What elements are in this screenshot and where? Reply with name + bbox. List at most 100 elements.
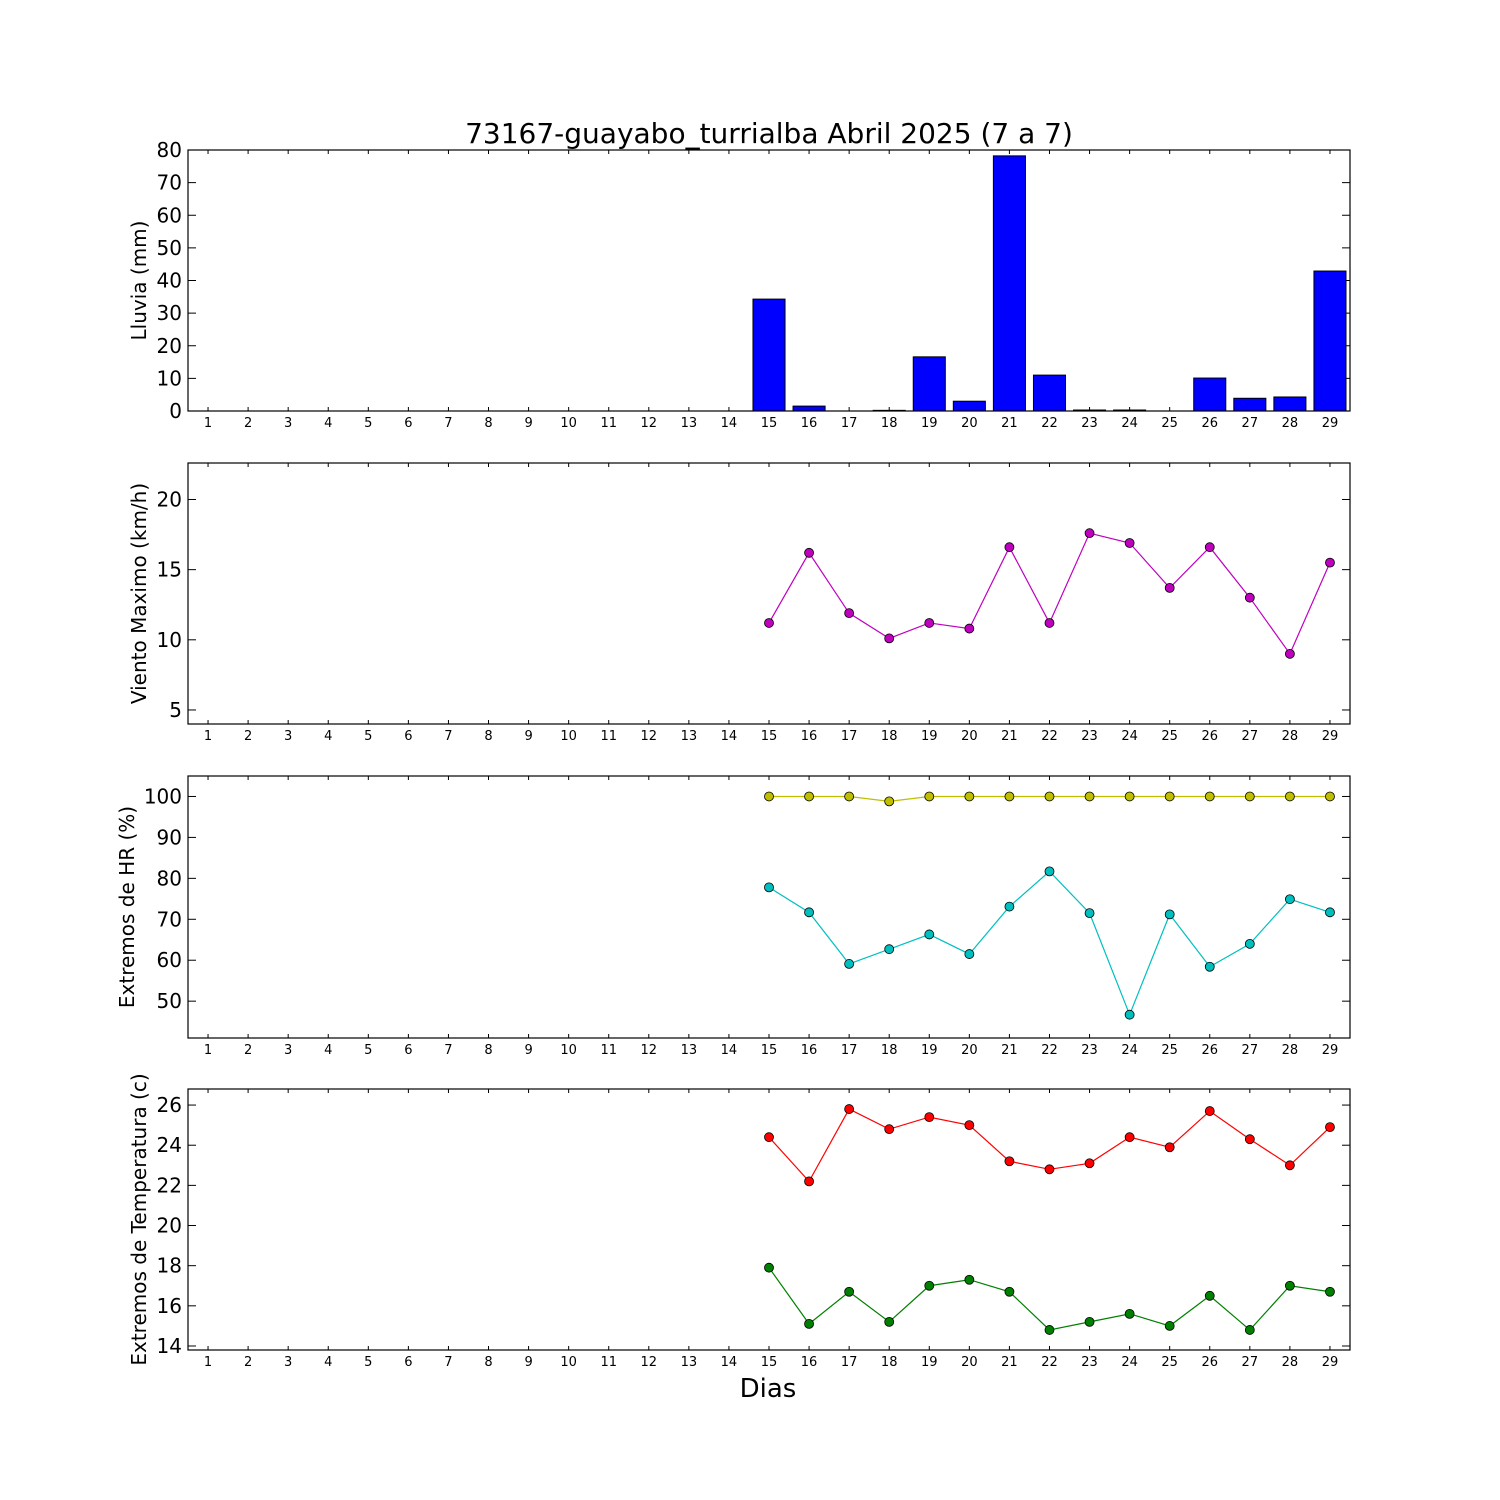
humidity-series-1-point	[884, 944, 895, 955]
rain-xtick-label: 16	[801, 416, 818, 431]
rain-xtick-label: 8	[484, 416, 492, 431]
wind-series-0-point	[1244, 592, 1255, 603]
humidity-xtick-label: 23	[1081, 1043, 1098, 1058]
temperature-xtick-label: 26	[1201, 1355, 1218, 1370]
temperature-xtick-label: 3	[284, 1355, 292, 1370]
temperature-xtick-label: 8	[484, 1355, 492, 1370]
humidity-xtick-label: 1	[204, 1043, 212, 1058]
wind-xtick-label: 29	[1322, 729, 1339, 744]
humidity-ytick-label: 60	[157, 948, 182, 972]
humidity-series-0-point	[964, 791, 975, 802]
temperature-series-1-point	[844, 1286, 855, 1297]
humidity-series-0-point	[1204, 791, 1215, 802]
temperature-series-1-point	[884, 1316, 895, 1327]
wind-series-0-point	[924, 618, 935, 628]
rain-ytick-label: 10	[157, 366, 182, 390]
rain-xtick-label: 26	[1201, 416, 1218, 431]
humidity-series-0-point	[1004, 791, 1015, 802]
wind-ytick-label: 10	[157, 628, 182, 652]
wind-xtick-label: 1	[204, 729, 212, 744]
temperature-xtick-label: 23	[1081, 1355, 1098, 1370]
humidity-xtick-label: 12	[641, 1043, 658, 1058]
wind-xtick-label: 11	[600, 729, 617, 744]
temperature-xtick-label: 14	[721, 1355, 738, 1370]
humidity-ytick-label: 100	[144, 784, 182, 808]
humidity-xtick-label: 16	[801, 1043, 818, 1058]
rain-xtick-label: 28	[1282, 416, 1299, 431]
temperature-series-0-point	[1044, 1164, 1055, 1175]
temperature-xtick-label: 25	[1161, 1355, 1178, 1370]
temperature-xtick-label: 6	[404, 1355, 412, 1370]
wind-xtick-label: 24	[1121, 729, 1138, 744]
temperature-series-1-point	[1124, 1308, 1135, 1319]
wind-ytick-label: 15	[157, 558, 182, 582]
humidity-xtick-label: 8	[484, 1043, 492, 1058]
wind-series-0-point	[964, 623, 975, 634]
temperature-series-1-point	[1004, 1286, 1015, 1297]
rain-xtick-label: 5	[364, 416, 372, 431]
temperature-ytick-label: 18	[157, 1254, 182, 1278]
temperature-xtick-label: 9	[524, 1355, 532, 1370]
wind-series-0-point	[804, 547, 814, 558]
temperature-xtick-label: 20	[961, 1355, 978, 1370]
rain-xtick-label: 27	[1242, 416, 1259, 431]
rain-xtick-label: 23	[1081, 416, 1098, 431]
humidity-xtick-label: 27	[1242, 1043, 1259, 1058]
temperature-series-1-point	[924, 1280, 935, 1291]
humidity-xtick-label: 17	[841, 1043, 858, 1058]
humidity-xtick-label: 4	[324, 1043, 332, 1058]
humidity-series-0-point	[884, 796, 895, 807]
temperature-xtick-label: 13	[681, 1355, 698, 1370]
humidity-xtick-label: 5	[364, 1043, 372, 1058]
temperature-series-0-point	[764, 1132, 774, 1143]
temperature-series-0-point	[844, 1104, 855, 1114]
wind-series-0-point	[1325, 557, 1335, 568]
wind-series-0-point	[844, 608, 855, 619]
temperature-series-0-point	[924, 1112, 935, 1123]
wind-ytick-label: 20	[157, 487, 182, 511]
rain-xtick-label: 6	[404, 416, 412, 431]
temperature-series-0-point	[1004, 1156, 1015, 1167]
wind-series-0-point	[1044, 618, 1055, 628]
temperature-ytick-label: 16	[157, 1294, 182, 1318]
rain-ytick-label: 30	[157, 301, 182, 325]
rain-xtick-label: 1	[204, 416, 212, 431]
temperature-series-1-point	[964, 1274, 975, 1285]
humidity-series-1-point	[1325, 907, 1335, 918]
wind-series-0-point	[764, 618, 774, 628]
wind-xtick-label: 17	[841, 729, 858, 744]
temperature-y-axis-label: Extremos de Temperatura (c)	[127, 1073, 151, 1365]
humidity-xtick-label: 7	[444, 1043, 452, 1058]
humidity-xtick-label: 10	[560, 1043, 577, 1058]
wind-xtick-label: 10	[560, 729, 577, 744]
humidity-xtick-label: 6	[404, 1043, 412, 1058]
humidity-series-1-point	[1044, 866, 1055, 877]
wind-series-0-line	[768, 532, 1331, 656]
rain-ytick-label: 70	[157, 171, 182, 195]
humidity-xtick-label: 15	[761, 1043, 778, 1058]
temperature-xtick-label: 16	[801, 1355, 818, 1370]
humidity-xtick-label: 24	[1121, 1043, 1138, 1058]
rain-xtick-label: 11	[600, 416, 617, 431]
rain-bar	[1273, 396, 1307, 412]
humidity-ytick-label: 90	[157, 825, 182, 849]
rain-ytick-label: 40	[157, 269, 182, 293]
wind-xtick-label: 8	[484, 729, 492, 744]
temperature-ytick-label: 20	[157, 1214, 182, 1238]
wind-series-0-point	[1284, 648, 1295, 659]
wind-series-0-point	[1164, 582, 1175, 593]
wind-xtick-label: 20	[961, 729, 978, 744]
temperature-series-1-line	[768, 1267, 1331, 1331]
humidity-series-0-point	[1124, 791, 1135, 802]
wind-xtick-label: 12	[641, 729, 658, 744]
wind-axes-frame	[187, 462, 1351, 725]
wind-xtick-label: 28	[1282, 729, 1299, 744]
wind-ytick-label: 5	[169, 698, 182, 722]
rain-xtick-label: 17	[841, 416, 858, 431]
rain-ytick-label: 80	[157, 138, 182, 162]
humidity-series-0-point	[1284, 791, 1295, 802]
humidity-ytick-label: 70	[157, 907, 182, 931]
